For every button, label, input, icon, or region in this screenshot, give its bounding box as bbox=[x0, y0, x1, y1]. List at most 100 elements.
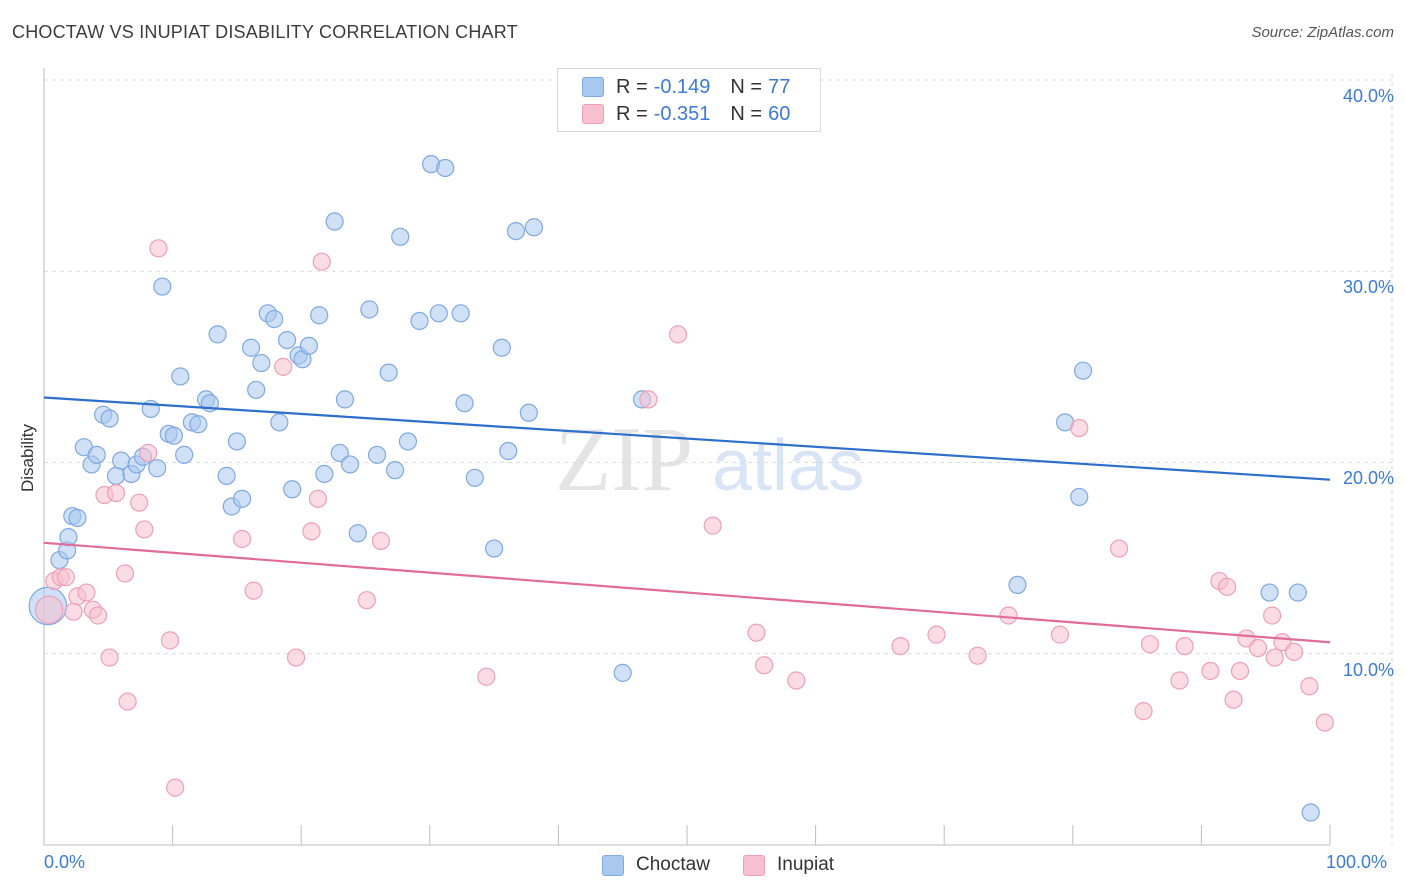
choctaw-point bbox=[153, 277, 172, 296]
inupiat-point bbox=[1109, 539, 1129, 558]
choctaw-point bbox=[232, 489, 252, 508]
x-tick-min: 0.0% bbox=[44, 852, 86, 872]
inupiat-point bbox=[286, 648, 306, 667]
inupiat-r-value: -0.351 bbox=[653, 102, 711, 125]
choctaw-point bbox=[59, 527, 78, 547]
choctaw-point bbox=[252, 353, 271, 373]
inupiat-point bbox=[1218, 577, 1237, 596]
inupiat-point bbox=[668, 325, 688, 344]
choctaw-point bbox=[100, 409, 119, 428]
inupiat-point bbox=[1140, 635, 1160, 654]
legend-row-choctaw: R = -0.149 N = 77 bbox=[582, 74, 790, 100]
axis-layer bbox=[43, 68, 1331, 846]
x-tick-max: 100.0% bbox=[1326, 852, 1388, 872]
inupiat-point bbox=[1265, 648, 1284, 667]
inupiat-point bbox=[56, 568, 75, 587]
trend-layer bbox=[43, 396, 1331, 644]
inupiat-point bbox=[115, 564, 135, 583]
choctaw-point bbox=[410, 311, 429, 331]
inupiat-point bbox=[312, 252, 331, 271]
choctaw-point bbox=[451, 304, 470, 323]
choctaw-point bbox=[348, 524, 367, 543]
legend-row-inupiat: R = -0.351 N = 60 bbox=[582, 101, 790, 127]
inupiat-point bbox=[64, 602, 83, 621]
choctaw-point bbox=[330, 443, 349, 463]
choctaw-point bbox=[148, 459, 167, 478]
choctaw-point bbox=[485, 539, 504, 558]
n-label: N = bbox=[730, 102, 763, 125]
inupiat-legend-swatch bbox=[743, 854, 765, 876]
inupiat-point bbox=[968, 646, 987, 665]
choctaw-legend-label: Choctaw bbox=[636, 854, 710, 875]
watermark-zip: ZIP bbox=[555, 408, 693, 510]
inupiat-point bbox=[371, 531, 391, 551]
choctaw-point bbox=[241, 338, 261, 357]
choctaw-point bbox=[429, 304, 448, 323]
grid-layer bbox=[44, 74, 1393, 845]
inupiat-point bbox=[1134, 702, 1153, 721]
choctaw-point bbox=[189, 415, 208, 434]
choctaw-point bbox=[175, 445, 194, 464]
choctaw-point bbox=[283, 480, 302, 499]
inupiat-trend-line bbox=[43, 541, 1331, 644]
choctaw-point bbox=[171, 367, 190, 386]
source-label: Source: ZipAtlas.com bbox=[1251, 24, 1394, 41]
inupiat-point bbox=[308, 489, 328, 508]
choctaw-point bbox=[265, 309, 284, 329]
choctaw-swatch bbox=[582, 77, 604, 97]
choctaw-point bbox=[299, 336, 319, 355]
choctaw-point bbox=[106, 466, 126, 485]
inupiat-point bbox=[357, 591, 376, 610]
choctaw-point bbox=[164, 426, 183, 445]
choctaw-point bbox=[492, 338, 511, 357]
watermark-atlas: atlas bbox=[712, 426, 864, 506]
choctaw-point bbox=[385, 461, 405, 480]
choctaw-point bbox=[1288, 583, 1307, 602]
inupiat-point bbox=[130, 493, 149, 512]
choctaw-point bbox=[335, 390, 355, 409]
y-axis-label: Disability bbox=[18, 423, 37, 493]
inupiat-point bbox=[1315, 713, 1334, 732]
y-tick-30: 30.0% bbox=[1342, 277, 1394, 297]
inupiat-point bbox=[302, 522, 321, 541]
choctaw-point bbox=[367, 445, 387, 464]
inupiat-point bbox=[1300, 677, 1319, 696]
y-tick-40: 40.0% bbox=[1342, 86, 1394, 106]
inupiat-point bbox=[639, 390, 658, 409]
choctaw-point bbox=[519, 403, 538, 422]
choctaw-point bbox=[340, 455, 360, 474]
legend-item-inupiat[interactable]: Inupiat bbox=[743, 852, 834, 878]
inupiat-point bbox=[149, 239, 168, 258]
r-label: R = bbox=[616, 75, 648, 98]
choctaw-point bbox=[360, 300, 379, 319]
choctaw-point bbox=[217, 466, 236, 485]
inupiat-point bbox=[160, 631, 180, 650]
choctaw-point bbox=[455, 394, 474, 413]
choctaw-point bbox=[499, 441, 518, 461]
legend-item-choctaw[interactable]: Choctaw bbox=[602, 852, 710, 878]
choctaw-point bbox=[391, 227, 410, 246]
choctaw-point bbox=[524, 218, 544, 237]
choctaw-point bbox=[325, 212, 344, 231]
inupiat-legend-label: Inupiat bbox=[777, 854, 835, 875]
inupiat-swatch bbox=[582, 104, 604, 124]
inupiat-point bbox=[139, 443, 158, 463]
inupiat-point bbox=[477, 667, 496, 686]
choctaw-point bbox=[310, 306, 329, 325]
inupiat-point bbox=[1230, 661, 1250, 681]
inupiat-n-value: 60 bbox=[768, 102, 791, 125]
choctaw-n-value: 77 bbox=[768, 75, 791, 98]
inupiat-point bbox=[77, 583, 96, 602]
inupiat-point bbox=[274, 357, 293, 376]
correlation-legend: R = -0.149 N = 77 R = -0.351 N = 60 bbox=[557, 68, 821, 132]
inupiat-point bbox=[747, 623, 766, 642]
inupiat-point bbox=[755, 656, 774, 675]
choctaw-legend-swatch bbox=[602, 854, 624, 876]
inupiat-point bbox=[100, 648, 119, 667]
inupiat-point bbox=[1201, 661, 1220, 681]
inupiat-point bbox=[135, 520, 154, 539]
inupiat-point bbox=[118, 692, 137, 711]
inupiat-point bbox=[1175, 636, 1194, 656]
choctaw-point bbox=[270, 413, 289, 432]
